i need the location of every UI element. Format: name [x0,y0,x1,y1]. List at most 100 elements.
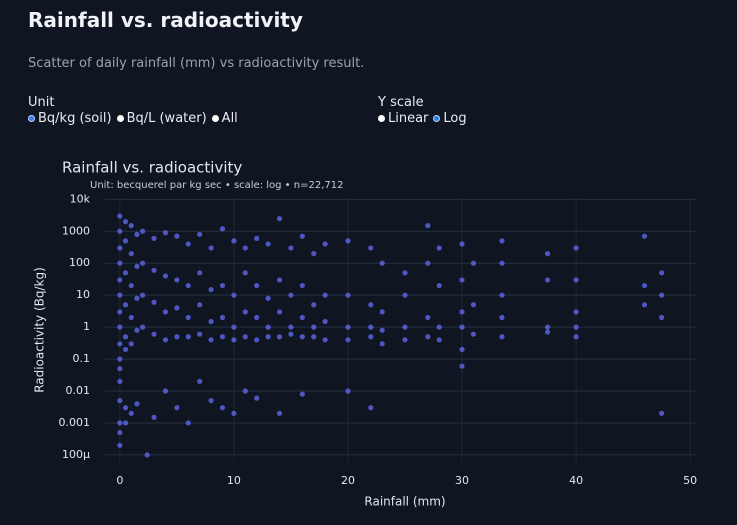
point [140,260,146,266]
point [151,267,157,273]
point [134,401,140,407]
point [368,302,374,308]
radio-option[interactable]: Linear [378,111,428,126]
point [208,337,214,343]
point [174,405,180,411]
point [122,238,129,244]
point [208,286,214,293]
point [379,309,385,315]
point [345,292,351,298]
point [242,334,248,340]
point [299,282,305,289]
y-tick-label: 0.01 [66,384,91,397]
point [276,410,283,416]
point [641,233,648,239]
point [162,309,169,315]
point [311,334,317,340]
control-label: Y scale [378,95,424,110]
point [140,228,146,234]
point [459,309,465,315]
point [208,318,214,325]
control-label: Unit [28,95,55,110]
point [162,273,169,279]
point [185,282,191,289]
radio-option[interactable]: Bq/kg (soil) [28,111,112,126]
y-tick-label: 100μ [62,448,90,461]
point [140,324,146,330]
point [128,282,134,289]
point [544,329,551,335]
point [265,295,271,301]
point [659,410,665,416]
radio-button[interactable] [116,115,124,122]
radio-label: Bq/kg (soil) [38,111,112,126]
point [641,302,648,308]
point [122,302,129,308]
point [276,334,283,340]
point [151,331,157,337]
point [544,324,551,330]
x-tick-label: 40 [569,474,583,487]
point [311,251,317,257]
point [174,305,180,311]
radio-label: Linear [388,111,429,126]
point [185,420,191,426]
point [544,277,551,283]
radio-button[interactable] [378,115,385,122]
point [425,260,431,266]
radio-group: Bq/kg (soil) Bq/L (water) All [28,111,243,126]
point [345,388,351,394]
point [573,334,579,340]
point [117,309,123,315]
point [144,452,150,458]
point [128,223,134,229]
point [117,442,123,448]
radio-button[interactable] [433,115,441,122]
point [499,260,505,266]
point [162,230,169,236]
point [425,314,431,321]
point [122,219,129,225]
point [254,282,260,289]
point [254,337,260,343]
point [311,302,317,308]
point [117,378,123,384]
point [242,270,248,276]
point [128,251,134,257]
point [174,334,180,340]
point [219,334,226,340]
point [219,405,226,411]
point [134,231,140,237]
point [368,334,374,340]
radio-button[interactable] [28,115,35,122]
point [117,429,123,436]
point [117,356,123,362]
point [174,277,180,283]
point [299,314,305,321]
point [573,324,579,330]
point [242,309,248,315]
point [288,245,294,251]
x-tick-label: 50 [683,474,697,487]
point [470,331,477,337]
point [345,238,351,244]
radio-option[interactable]: Bq/L (water) [116,111,207,126]
y-tick-label: 1 [83,320,90,333]
radio-option[interactable]: Log [433,111,467,126]
point [219,314,226,321]
point [162,337,169,343]
point [208,398,214,404]
point [288,331,294,337]
point [459,324,465,330]
radio-option[interactable]: All [211,111,238,126]
point [322,318,328,325]
point [208,245,214,251]
y-tick-label: 0.001 [59,416,91,429]
point [162,388,169,394]
point [231,238,237,244]
radio-button[interactable] [211,115,219,122]
point [379,341,385,347]
point [425,223,431,229]
point [231,410,237,416]
